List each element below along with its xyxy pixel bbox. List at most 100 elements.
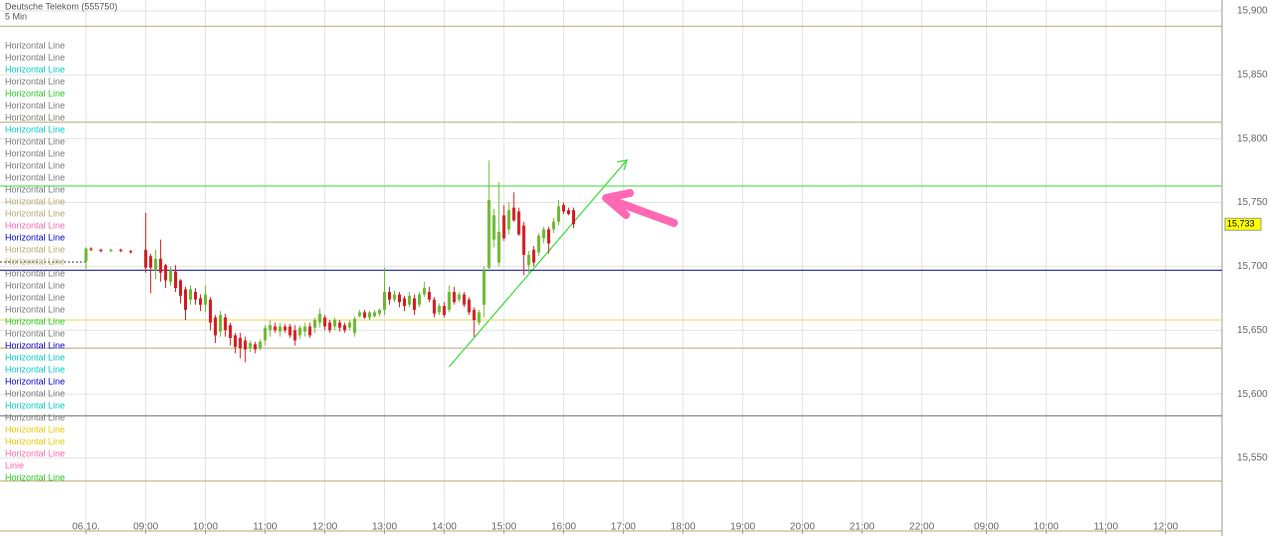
- candle-body: [159, 258, 163, 273]
- candle-body: [383, 291, 387, 310]
- x-tick-label: 10:00: [193, 522, 218, 533]
- y-tick-label: 15,900: [1237, 6, 1268, 17]
- candle-body: [298, 327, 302, 336]
- candle-body: [542, 229, 546, 239]
- candle-body: [243, 340, 247, 350]
- y-tick-label: 15,800: [1237, 133, 1268, 144]
- candle-body: [363, 312, 367, 318]
- line-label: Horizontal Line: [5, 472, 65, 482]
- line-label: Horizontal Line: [5, 112, 65, 122]
- x-tick-label: 13:00: [372, 522, 397, 533]
- candle-body: [184, 289, 188, 310]
- candle-body: [447, 291, 451, 310]
- candle-body: [502, 215, 506, 239]
- candle-body: [477, 312, 481, 323]
- x-tick-label: 16:00: [551, 522, 576, 533]
- line-label: Horizontal Line: [5, 256, 65, 266]
- candle-body: [348, 322, 352, 328]
- last-price-box: [1224, 217, 1262, 231]
- candle-body: [109, 249, 113, 252]
- line-label: Horizontal Line: [5, 76, 65, 86]
- line-label: Horizontal Line: [5, 232, 65, 242]
- line-label: Horizontal Line: [5, 292, 65, 302]
- x-tick-label: 22:00: [909, 522, 934, 533]
- candle-body: [169, 270, 173, 282]
- candle-body: [293, 330, 297, 341]
- candle-body: [417, 294, 421, 305]
- candle-body: [537, 235, 541, 253]
- line-label: Horizontal Line: [5, 412, 65, 422]
- line-label: Horizontal Line: [5, 352, 65, 362]
- line-label: Horizontal Line: [5, 436, 65, 446]
- candle-body: [303, 326, 307, 332]
- candle-body: [218, 314, 222, 332]
- candle-body: [532, 249, 536, 263]
- chart-subtitle: 5 Min: [5, 11, 27, 21]
- y-tick-label: 15,550: [1237, 453, 1268, 464]
- line-label: Horizontal Line: [5, 400, 65, 410]
- y-tick-label: 15,850: [1237, 69, 1268, 80]
- chart-title: Deutsche Telekom (555750): [5, 1, 117, 11]
- candle-body: [557, 206, 561, 222]
- candle-body: [318, 313, 322, 323]
- candle-body: [547, 229, 551, 244]
- candle-body: [213, 317, 217, 336]
- candle-body: [313, 320, 317, 328]
- candle-body: [512, 207, 516, 221]
- candle-body: [402, 298, 406, 306]
- candle-body: [278, 326, 282, 332]
- line-label: Horizontal Line: [5, 160, 65, 170]
- candle-body: [208, 299, 212, 323]
- line-label: Horizontal Line: [5, 64, 65, 74]
- candle-body: [268, 325, 272, 331]
- line-label: Horizontal Line: [5, 196, 65, 206]
- candle-body: [233, 335, 237, 347]
- line-label: Horizontal Line: [5, 88, 65, 98]
- candle-body: [283, 326, 287, 331]
- y-tick-label: 15,750: [1237, 197, 1268, 208]
- line-label: Horizontal Line: [5, 172, 65, 182]
- candle-body: [253, 344, 257, 350]
- candle-body: [323, 317, 327, 327]
- candle-body: [129, 251, 133, 253]
- line-label: Horizontal Line: [5, 328, 65, 338]
- candle-body: [472, 309, 476, 321]
- candle-body: [422, 288, 426, 295]
- line-label: Horizontal Line: [5, 52, 65, 62]
- line-label: Horizontal Line: [5, 388, 65, 398]
- candle-body: [457, 294, 461, 300]
- candle-body: [427, 291, 431, 300]
- pink-arrow: [610, 197, 678, 227]
- x-tick-label: 18:00: [670, 522, 695, 533]
- line-label: Horizontal Line: [5, 220, 65, 230]
- candle-body: [507, 210, 511, 230]
- y-tick-label: 15,650: [1237, 325, 1268, 336]
- x-tick-label: 15:00: [491, 522, 516, 533]
- candle-body: [412, 298, 416, 310]
- candle-body: [467, 299, 471, 313]
- x-tick-label: 11:00: [1094, 522, 1119, 533]
- pink-arrowhead: [602, 189, 634, 219]
- candle-body: [273, 326, 277, 331]
- candle-body: [387, 291, 391, 300]
- candle-body: [333, 320, 337, 327]
- candle-body: [562, 205, 566, 212]
- candle-body: [238, 337, 242, 349]
- candle-body: [487, 199, 491, 268]
- candle-body: [99, 249, 103, 252]
- line-label: Horizontal Line: [5, 364, 65, 374]
- line-label: Horizontal Line: [5, 280, 65, 290]
- candle-body: [188, 289, 192, 300]
- x-tick-label: 10:00: [1034, 522, 1059, 533]
- candle-body: [572, 210, 576, 225]
- candle-body: [368, 312, 372, 318]
- candle-body: [308, 326, 312, 336]
- candle-body: [497, 231, 501, 263]
- candle-body: [84, 248, 88, 262]
- x-tick-label: 09:00: [133, 522, 158, 533]
- candle-body: [203, 294, 207, 305]
- line-label: Horizontal Line: [5, 124, 65, 134]
- candle-body: [492, 215, 496, 240]
